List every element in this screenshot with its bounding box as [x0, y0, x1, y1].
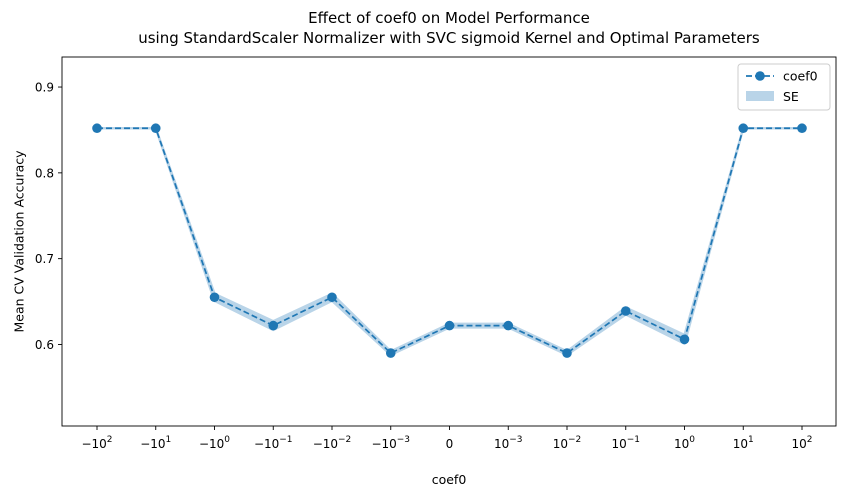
data-point — [797, 123, 807, 134]
data-point — [268, 320, 279, 331]
legend: coef0 SE — [737, 63, 831, 111]
data-point — [620, 306, 631, 316]
x-tick-label: 102 — [791, 435, 812, 451]
x-tick-label: 10−2 — [553, 435, 582, 451]
legend-label-coef0: coef0 — [783, 69, 818, 84]
legend-band-swatch — [746, 91, 774, 101]
data-point — [444, 320, 455, 331]
x-tick-label: 0 — [446, 437, 454, 451]
legend-label-se: SE — [783, 89, 799, 104]
data-point — [385, 348, 396, 358]
x-axis-label: coef0 — [432, 472, 467, 487]
x-tick-label: 10−3 — [494, 435, 523, 451]
y-tick-label: 0.6 — [35, 338, 54, 352]
y-tick-label: 0.8 — [35, 166, 54, 180]
x-tick-label: 101 — [733, 435, 754, 451]
se-band — [95, 126, 804, 357]
data-point — [92, 123, 102, 134]
x-tick-label: −100 — [199, 435, 230, 451]
legend-marker-swatch — [755, 71, 765, 81]
data-point — [150, 123, 161, 134]
data-point — [327, 292, 337, 303]
data-point — [738, 123, 749, 134]
data-point — [562, 348, 572, 358]
series-line-coef0 — [97, 127, 802, 355]
plot-frame — [61, 56, 837, 427]
x-tick-label: −101 — [140, 435, 171, 451]
data-point — [679, 334, 690, 345]
chart-title-line: using StandardScaler Normalizer with SVC… — [138, 29, 760, 47]
x-tick-label: 10−1 — [611, 435, 640, 451]
y-tick-label: 0.9 — [35, 81, 54, 95]
x-tick-label: −10−2 — [313, 435, 352, 451]
data-point — [209, 292, 220, 303]
y-tick-label: 0.7 — [35, 252, 54, 266]
x-tick-label: 100 — [674, 435, 695, 451]
x-tick-label: −102 — [81, 435, 112, 451]
x-tick-label: −10−1 — [254, 435, 293, 451]
data-point — [503, 320, 514, 331]
y-axis-label: Mean CV Validation Accuracy — [12, 150, 27, 333]
x-tick-label: −10−3 — [371, 435, 410, 451]
chart-title-line: Effect of coef0 on Model Performance — [308, 9, 590, 27]
